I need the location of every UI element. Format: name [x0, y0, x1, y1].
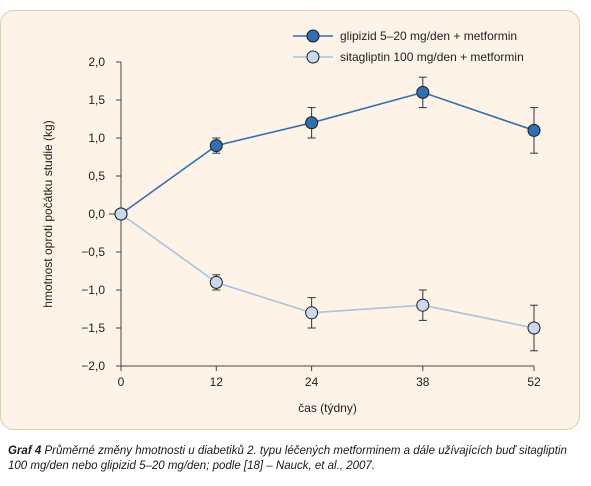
- y-tick-label: 1,5: [88, 93, 105, 107]
- y-tick-label: −2,0: [81, 359, 105, 373]
- y-tick-label: −1,0: [81, 283, 105, 297]
- legend-label: glipizid 5–20 mg/den + metformin: [340, 29, 517, 43]
- series-line: [120, 213, 535, 329]
- y-axis-label: hmotnost oproti počátku studie (kg): [41, 120, 55, 307]
- caption-label: Graf 4: [8, 445, 42, 457]
- series-2: [114, 207, 541, 352]
- legend-marker: [306, 29, 320, 43]
- x-tick-label: 0: [118, 375, 125, 389]
- series-line: [120, 91, 535, 215]
- y-tick-label: 2,0: [88, 55, 105, 69]
- legend-label: sitagliptin 100 mg/den + metformin: [340, 50, 524, 64]
- y-tick-label: −0,5: [81, 245, 105, 259]
- x-tick-label: 52: [527, 375, 541, 389]
- figure-caption: Graf 4 Průměrné změny hmotnosti u diabet…: [8, 444, 586, 474]
- data-point: [527, 123, 541, 137]
- data-point: [209, 275, 223, 289]
- x-tick-label: 24: [305, 375, 319, 389]
- data-point: [527, 321, 541, 335]
- data-point: [416, 85, 430, 99]
- data-point: [114, 207, 128, 221]
- y-tick-label: 1,0: [88, 131, 105, 145]
- data-point: [209, 139, 223, 153]
- x-axis-label: čas (týdny): [298, 401, 357, 415]
- x-tick-label: 12: [210, 375, 224, 389]
- series-1: [114, 76, 541, 221]
- y-tick-label: −1,5: [81, 321, 105, 335]
- y-tick-label: 0,5: [88, 169, 105, 183]
- chart-panel: [0, 10, 580, 430]
- legend: glipizid 5–20 mg/den + metformin sitaglip…: [293, 29, 524, 64]
- data-point: [305, 116, 319, 130]
- caption-text: Průměrné změny hmotnosti u diabetiků 2. …: [8, 445, 567, 472]
- y-tick-label: 0,0: [88, 207, 105, 221]
- x-tick-label: 38: [416, 375, 430, 389]
- legend-marker: [306, 50, 320, 64]
- weight-change-chart: 2,0 1,5 1,0 0,5 0,0 −0,5 −1,0 −1,5 −2,0 0 12 24 38 52…: [41, 29, 541, 415]
- data-point: [416, 298, 430, 312]
- data-point: [305, 306, 319, 320]
